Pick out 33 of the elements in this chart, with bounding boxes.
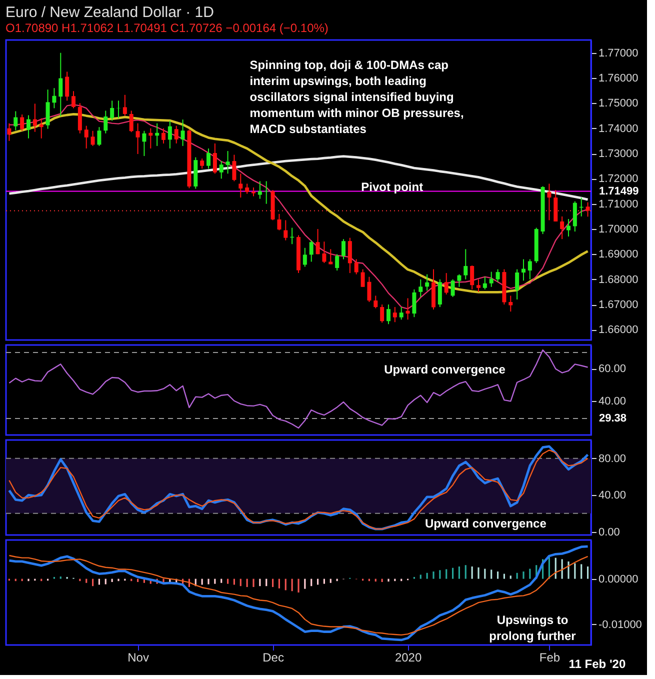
annotation: Upward convergence: [425, 516, 547, 531]
annotation: Spinning top, doji & 100-DMAs cap interim upswings, both leading oscillators signal intensified buying momentum with minor OB pressures, MACD substantiates: [250, 58, 464, 136]
y-tick-label: 1.75000: [598, 98, 638, 110]
y-tick-label: 1.70000: [598, 224, 638, 236]
y-tick-label: 1.71000: [598, 198, 638, 210]
y-tick-label: 40.00: [598, 490, 626, 502]
x-tick-label: Nov: [128, 650, 149, 664]
y-tick-label: 1.69000: [598, 248, 638, 261]
x-tick-label: Feb: [539, 650, 560, 664]
ref-line-label: 29.38: [599, 412, 627, 424]
annotation: Upward convergence: [384, 362, 506, 376]
x-tick-label: Dec: [262, 650, 284, 664]
y-tick-label: 1.77000: [598, 47, 638, 60]
ref-line-label: 1.71499: [599, 185, 639, 198]
y-tick-label: 0.00: [598, 526, 620, 538]
y-tick-label: -0.01000: [598, 618, 642, 631]
y-tick-label: 1.72000: [598, 173, 638, 186]
y-tick-label: 0.00000: [598, 573, 638, 586]
y-tick-label: 1.66000: [598, 324, 638, 336]
annotation: Pivot point: [361, 180, 424, 194]
y-tick-label: 1.67000: [598, 299, 638, 312]
chart-subtitle: O1.70890 H1.71062 L1.70491 C1.70726 −0.00164 (−0.10%): [6, 21, 328, 35]
y-tick-label: 1.73000: [598, 148, 638, 160]
chart-title: Euro / New Zealand Dollar · 1D: [6, 4, 214, 21]
y-tick-label: 40.00: [598, 396, 626, 408]
y-tick-label: 1.68000: [598, 274, 638, 286]
y-tick-label: 80.00: [598, 452, 626, 465]
x-tick-label: 2020: [394, 650, 422, 664]
text: 11 Feb '20: [568, 656, 626, 671]
annotation: Upswings to prolong further: [489, 612, 576, 643]
y-tick-label: 60.00: [598, 363, 626, 376]
y-tick-label: 1.74000: [598, 122, 638, 135]
y-tick-label: 1.76000: [598, 72, 638, 85]
